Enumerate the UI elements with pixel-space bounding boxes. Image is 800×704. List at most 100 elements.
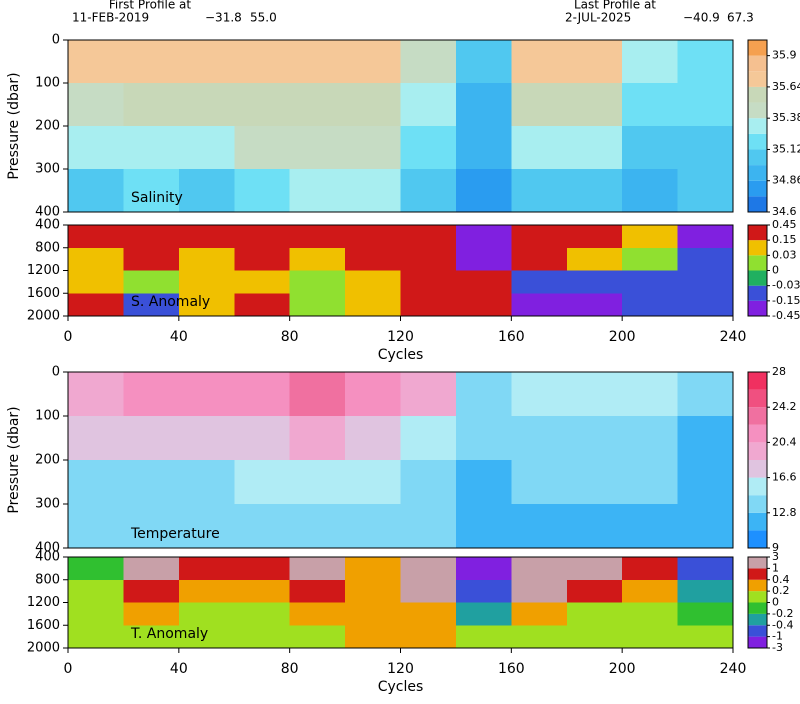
cell xyxy=(677,225,733,248)
cell xyxy=(622,557,678,580)
cell xyxy=(178,225,235,248)
cell xyxy=(234,416,290,460)
cell xyxy=(289,126,346,169)
cell xyxy=(566,557,623,580)
colorbar-band xyxy=(748,591,767,603)
cell xyxy=(677,579,733,603)
cell xyxy=(123,579,179,603)
cell xyxy=(68,40,124,83)
y-tick-label: 400 xyxy=(35,205,60,220)
cell xyxy=(345,579,401,603)
colorbar-band xyxy=(748,442,767,460)
y-tick-label: 100 xyxy=(35,76,60,91)
y-tick-label: 0 xyxy=(52,33,60,48)
cell xyxy=(68,247,124,271)
cell xyxy=(289,372,346,416)
cell xyxy=(345,225,401,248)
cell xyxy=(622,625,678,648)
cell xyxy=(345,169,401,212)
colorbar-band xyxy=(748,602,767,614)
cell xyxy=(68,293,124,316)
cell xyxy=(455,625,512,648)
cell xyxy=(455,602,512,626)
cell xyxy=(178,126,235,169)
cell xyxy=(511,169,567,212)
colorbar-tick-label: 0.15 xyxy=(772,233,797,246)
colorbar-band xyxy=(748,180,767,197)
colorbar-band xyxy=(748,557,767,569)
cell xyxy=(178,416,235,460)
cell xyxy=(289,602,346,626)
cell xyxy=(234,625,290,648)
colorbar-band xyxy=(748,270,767,286)
cell xyxy=(68,169,124,212)
cell xyxy=(400,504,456,548)
cell xyxy=(566,126,623,169)
cell xyxy=(123,225,179,248)
header-text: 67.3 xyxy=(727,11,754,25)
cell xyxy=(677,416,733,460)
cell xyxy=(455,293,512,316)
cell xyxy=(511,247,567,271)
cell xyxy=(345,126,401,169)
x-tick-label: 80 xyxy=(281,329,299,345)
cell xyxy=(178,169,235,212)
cell xyxy=(566,460,623,504)
cell xyxy=(345,293,401,316)
y-tick-label: 1200 xyxy=(27,595,60,610)
cell xyxy=(455,247,512,271)
cell xyxy=(123,293,179,316)
cell xyxy=(677,270,733,294)
cell xyxy=(178,83,235,126)
cell xyxy=(622,270,678,294)
panel-label: Salinity xyxy=(131,190,183,206)
cell xyxy=(68,557,124,580)
cell xyxy=(289,270,346,294)
colorbar-tick-label: 35.12 xyxy=(772,142,800,155)
cell xyxy=(566,416,623,460)
cell xyxy=(123,504,179,548)
colorbar-tick-label: 16.6 xyxy=(772,471,797,484)
y-tick-label: 2000 xyxy=(27,309,60,324)
cell xyxy=(400,270,456,294)
header-text: −31.8 xyxy=(205,11,242,25)
cell xyxy=(455,126,512,169)
colorbar-tick-label: 0 xyxy=(772,596,779,609)
cell xyxy=(455,225,512,248)
cell xyxy=(400,225,456,248)
cell xyxy=(511,40,567,83)
cell xyxy=(566,625,623,648)
cell xyxy=(400,169,456,212)
cell xyxy=(68,460,124,504)
colorbar-tick-label: 35.64 xyxy=(772,80,800,93)
cell xyxy=(234,460,290,504)
colorbar-band xyxy=(748,625,767,637)
cell xyxy=(566,225,623,248)
cell xyxy=(400,83,456,126)
y-tick-label: 400 xyxy=(35,218,60,233)
y-axis-label: Pressure (dbar) xyxy=(6,72,22,179)
colorbar-tick-label: -0.4 xyxy=(772,618,793,631)
cell xyxy=(622,169,678,212)
y-tick-label: 300 xyxy=(35,162,60,177)
cell xyxy=(400,293,456,316)
cell xyxy=(677,126,733,169)
cell xyxy=(289,225,346,248)
colorbar-band xyxy=(748,196,767,212)
colorbar-band xyxy=(748,300,767,316)
y-tick-label: 400 xyxy=(35,541,60,556)
cell xyxy=(622,247,678,271)
cell xyxy=(566,602,623,626)
cell xyxy=(400,625,456,648)
colorbar-tick-label: -0.45 xyxy=(772,309,800,322)
cell xyxy=(566,372,623,416)
cell xyxy=(566,247,623,271)
x-tick-label: 160 xyxy=(498,329,525,345)
colorbar-band xyxy=(748,389,767,408)
x-tick-label: 40 xyxy=(170,329,188,345)
header-text: −40.9 xyxy=(683,11,720,25)
cell xyxy=(622,372,678,416)
x-tick-label: 200 xyxy=(609,329,636,345)
colorbar-tick-label: 9 xyxy=(772,541,779,554)
cell xyxy=(68,126,124,169)
